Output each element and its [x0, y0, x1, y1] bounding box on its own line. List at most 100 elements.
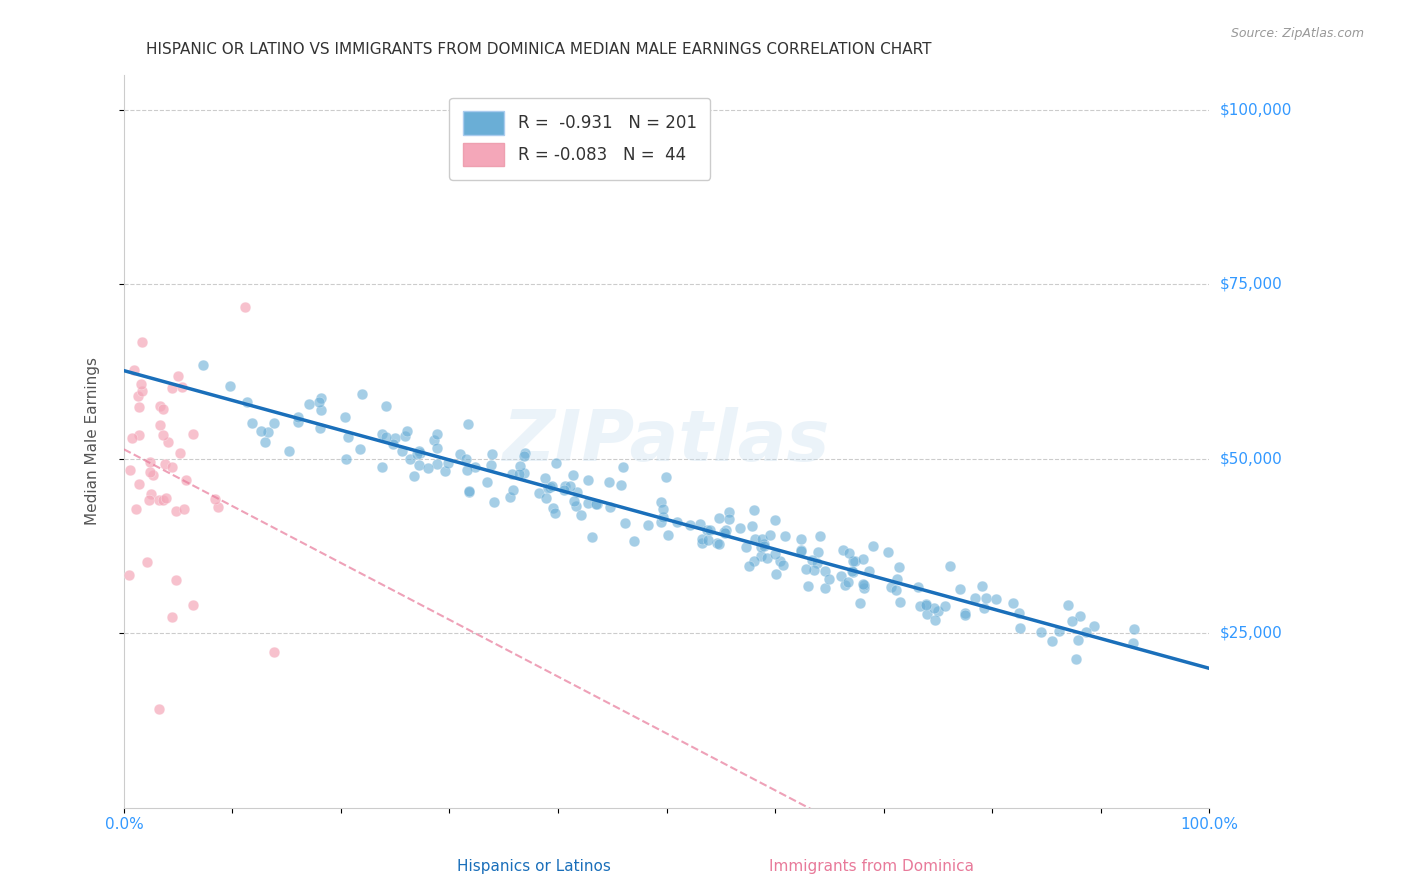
- Text: $50,000: $50,000: [1220, 451, 1282, 467]
- Point: [706, 535, 728, 549]
- Point: [558, 479, 581, 493]
- Point: [538, 480, 561, 494]
- Text: $100,000: $100,000: [1220, 102, 1292, 117]
- Point: [984, 592, 1007, 607]
- Point: [831, 543, 853, 558]
- Point: [165, 573, 187, 587]
- Point: [1083, 619, 1105, 633]
- Point: [128, 477, 150, 491]
- Point: [751, 533, 773, 547]
- Point: [889, 595, 911, 609]
- Point: [139, 465, 162, 479]
- Point: [509, 458, 531, 473]
- Point: [585, 497, 607, 511]
- Point: [125, 501, 148, 516]
- Point: [148, 493, 170, 508]
- Point: [382, 437, 405, 451]
- Text: Source: ZipAtlas.com: Source: ZipAtlas.com: [1230, 27, 1364, 40]
- Point: [402, 469, 425, 483]
- Point: [309, 403, 332, 417]
- Point: [614, 516, 637, 530]
- Point: [371, 427, 394, 442]
- Point: [1057, 599, 1080, 613]
- Point: [922, 601, 945, 615]
- Point: [546, 456, 568, 470]
- Point: [650, 495, 672, 509]
- Point: [690, 536, 713, 550]
- Point: [564, 499, 586, 513]
- Point: [287, 409, 309, 424]
- Point: [808, 529, 831, 543]
- Point: [139, 455, 162, 469]
- Point: [128, 400, 150, 414]
- Point: [696, 523, 718, 537]
- Point: [598, 475, 620, 489]
- Point: [181, 427, 204, 442]
- Point: [156, 435, 179, 450]
- Point: [396, 424, 419, 438]
- Point: [652, 509, 675, 524]
- Point: [806, 556, 828, 570]
- Point: [949, 582, 972, 596]
- Point: [586, 497, 609, 511]
- Point: [426, 441, 449, 455]
- Point: [689, 516, 711, 531]
- Point: [769, 554, 792, 568]
- Point: [562, 467, 585, 482]
- Point: [565, 484, 588, 499]
- Point: [457, 417, 479, 432]
- Point: [408, 444, 430, 458]
- Point: [207, 500, 229, 514]
- Point: [963, 591, 986, 606]
- Point: [174, 473, 197, 487]
- Point: [790, 543, 813, 558]
- Point: [654, 470, 676, 484]
- Point: [153, 458, 176, 472]
- Point: [129, 377, 152, 392]
- Point: [160, 610, 183, 624]
- Point: [679, 518, 702, 533]
- Point: [599, 500, 621, 514]
- Point: [136, 555, 159, 569]
- Point: [423, 434, 446, 448]
- Point: [193, 359, 215, 373]
- Legend: R =  -0.931   N = 201, R = -0.083   N =  44: R = -0.931 N = 201, R = -0.083 N = 44: [450, 97, 710, 180]
- Point: [333, 409, 356, 424]
- Point: [735, 540, 758, 554]
- Point: [908, 599, 931, 613]
- Point: [352, 387, 374, 401]
- Point: [938, 559, 960, 574]
- Point: [513, 449, 536, 463]
- Point: [1074, 624, 1097, 639]
- Point: [148, 417, 170, 432]
- Point: [515, 446, 537, 460]
- Point: [953, 607, 976, 622]
- Point: [544, 507, 567, 521]
- Point: [165, 504, 187, 518]
- Point: [308, 395, 330, 409]
- Point: [374, 399, 396, 413]
- Point: [502, 483, 524, 497]
- Point: [886, 572, 908, 586]
- Point: [479, 458, 502, 473]
- Point: [1122, 622, 1144, 636]
- Point: [752, 537, 775, 551]
- Point: [152, 427, 174, 442]
- Point: [297, 397, 319, 411]
- Point: [181, 598, 204, 612]
- Point: [834, 577, 856, 591]
- Point: [254, 435, 277, 450]
- Point: [534, 471, 557, 485]
- Point: [637, 518, 659, 533]
- Point: [576, 474, 599, 488]
- Point: [1042, 634, 1064, 648]
- Point: [853, 578, 876, 592]
- Point: [456, 463, 478, 477]
- Point: [1029, 624, 1052, 639]
- Point: [127, 389, 149, 403]
- Y-axis label: Median Male Earnings: Median Male Earnings: [86, 357, 100, 525]
- Point: [714, 524, 737, 538]
- Point: [789, 532, 811, 546]
- Point: [917, 607, 939, 621]
- Point: [665, 515, 688, 529]
